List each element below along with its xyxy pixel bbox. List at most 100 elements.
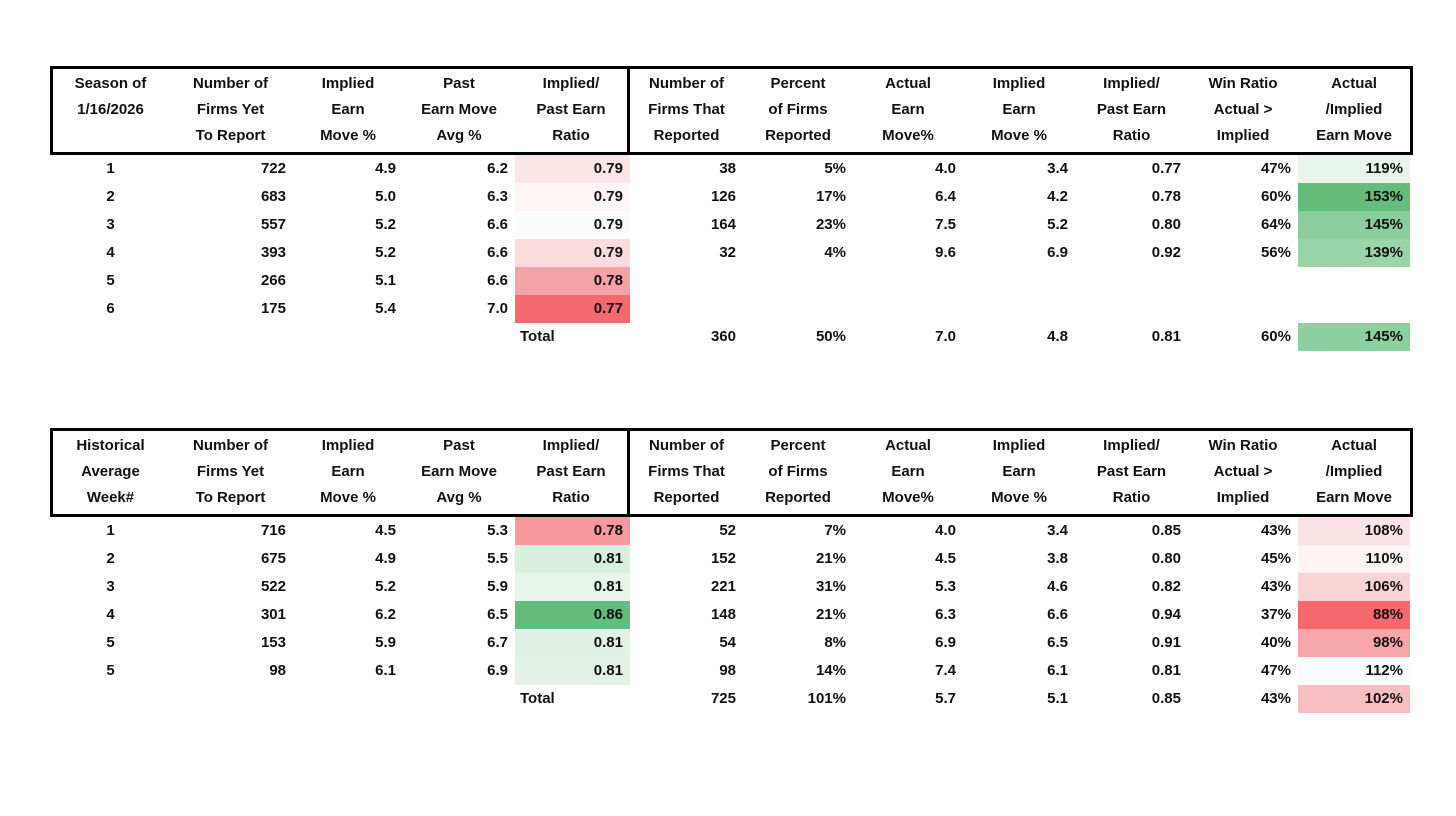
header-line: Earn [331,463,365,480]
header-line: Number of [193,437,268,454]
data-cell: 3 [106,578,115,595]
header-line: Earn Move [421,101,497,118]
data-cell: 0.85 [1151,690,1181,707]
header-line: Week# [86,489,135,506]
header-line: Move % [320,127,376,144]
header-line: Implied [1216,489,1270,506]
data-cell: 4 [106,606,115,623]
header-cell: Implied Earn Move % [293,431,403,514]
data-cell [630,295,743,323]
header-line: Earn [331,101,365,118]
data-cell: 148 [710,606,736,623]
data-cell: 6.2 [487,160,508,177]
data-cell: 675 [260,550,286,567]
header-cell: Implied Earn Move % [963,69,1075,152]
data-cell: 3 [106,216,115,233]
table-row: 3 557 5.2 6.6 0.79 164 23% 7.5 5.2 0.80 64% 145% [53,211,1420,239]
data-cell: 5.9 [487,578,508,595]
data-cell [403,685,515,713]
data-cell [630,267,743,295]
data-cell: 6.9 [1047,244,1068,261]
data-cell: 7% [824,522,846,539]
data-cell [168,323,293,351]
data-cell: 6.3 [935,606,956,623]
data-cell: 0.92 [1151,244,1181,261]
header-line: of Firms [768,101,828,118]
header-line: 1/16/2026 [77,101,144,118]
table-row: 1 722 4.9 6.2 0.79 38 5% 4.0 3.4 0.77 47% 119% [53,155,1420,183]
header-line: Firms That [648,463,725,480]
data-cell: 6.1 [1047,662,1068,679]
data-cell: 7.0 [487,300,508,317]
header-line: Earn [891,101,925,118]
data-cell: 0.81 [515,657,630,685]
data-cell: 3.4 [1047,522,1068,539]
header-line: Actual > [1213,101,1273,118]
header-cell: Past Earn Move Avg % [403,431,515,514]
header-cell: Win Ratio Actual > Implied [1188,431,1298,514]
header-line: Avg % [436,489,482,506]
data-cell: 145% [1298,323,1410,351]
header-line: Number of [649,437,724,454]
data-cell: 716 [260,522,286,539]
header-line: Percent [770,437,826,454]
data-cell: 110% [1298,545,1410,573]
header-line: Firms Yet [196,101,265,118]
header-line: Move % [991,489,1047,506]
header-cell: Number of Firms That Reported [630,431,743,514]
data-cell: 266 [260,272,286,289]
historical-table-header: Historical Average Week# Number of Firms Yet… [50,428,1413,517]
data-cell: 0.79 [515,155,630,183]
data-cell: 60% [1260,328,1291,345]
data-cell: 0.80 [1151,550,1181,567]
header-cell: Season of 1/16/2026 [53,69,168,152]
data-cell: 0.91 [1151,634,1181,651]
data-cell: 6.5 [1047,634,1068,651]
data-cell: 4.6 [1047,578,1068,595]
header-line: Win Ratio [1208,75,1278,92]
data-cell: 45% [1260,550,1291,567]
data-cell: 37% [1260,606,1291,623]
data-cell: 7.4 [935,662,956,679]
data-cell [853,267,963,295]
header-cell: Win Ratio Actual > Implied [1188,69,1298,152]
data-cell: 5 [106,634,115,651]
data-cell: 7.0 [935,328,956,345]
data-cell: 5.1 [1047,690,1068,707]
data-cell [743,295,853,323]
header-line: Actual [885,437,931,454]
data-cell: 5.7 [935,690,956,707]
data-cell: 6.7 [487,634,508,651]
data-cell: 98 [719,662,736,679]
data-cell: 0.81 [515,629,630,657]
data-cell: 101% [807,690,846,707]
header-cell: Past Earn Move Avg % [403,69,515,152]
header-cell: Number of Firms That Reported [630,69,743,152]
data-cell: 119% [1298,155,1410,183]
data-cell: 43% [1260,578,1291,595]
data-cell: 4% [824,244,846,261]
data-cell: 0.81 [515,545,630,573]
header-line: Implied/ [542,437,600,454]
data-cell: 0.77 [515,295,630,323]
header-line: Actual > [1213,463,1273,480]
data-cell: 47% [1260,662,1291,679]
data-cell: 6.1 [375,662,396,679]
data-cell [1075,295,1188,323]
header-line: Reported [765,489,831,506]
data-cell: 683 [260,188,286,205]
data-cell [1298,295,1410,323]
header-cell: Implied/Past Earn Ratio [1075,69,1188,152]
table-row: 5 266 5.1 6.6 0.78 [53,267,1420,295]
data-cell: 0.86 [515,601,630,629]
header-cell: Actual/Implied Earn Move [1298,431,1410,514]
data-cell [853,295,963,323]
data-cell [53,685,168,713]
data-cell: 4.8 [1047,328,1068,345]
data-cell: 4 [106,244,115,261]
header-line: Season of [74,75,147,92]
data-cell: 112% [1298,657,1410,685]
header-line: Implied/ [542,75,600,92]
table-row: 2 683 5.0 6.3 0.79 126 17% 6.4 4.2 0.78 60% 153% [53,183,1420,211]
